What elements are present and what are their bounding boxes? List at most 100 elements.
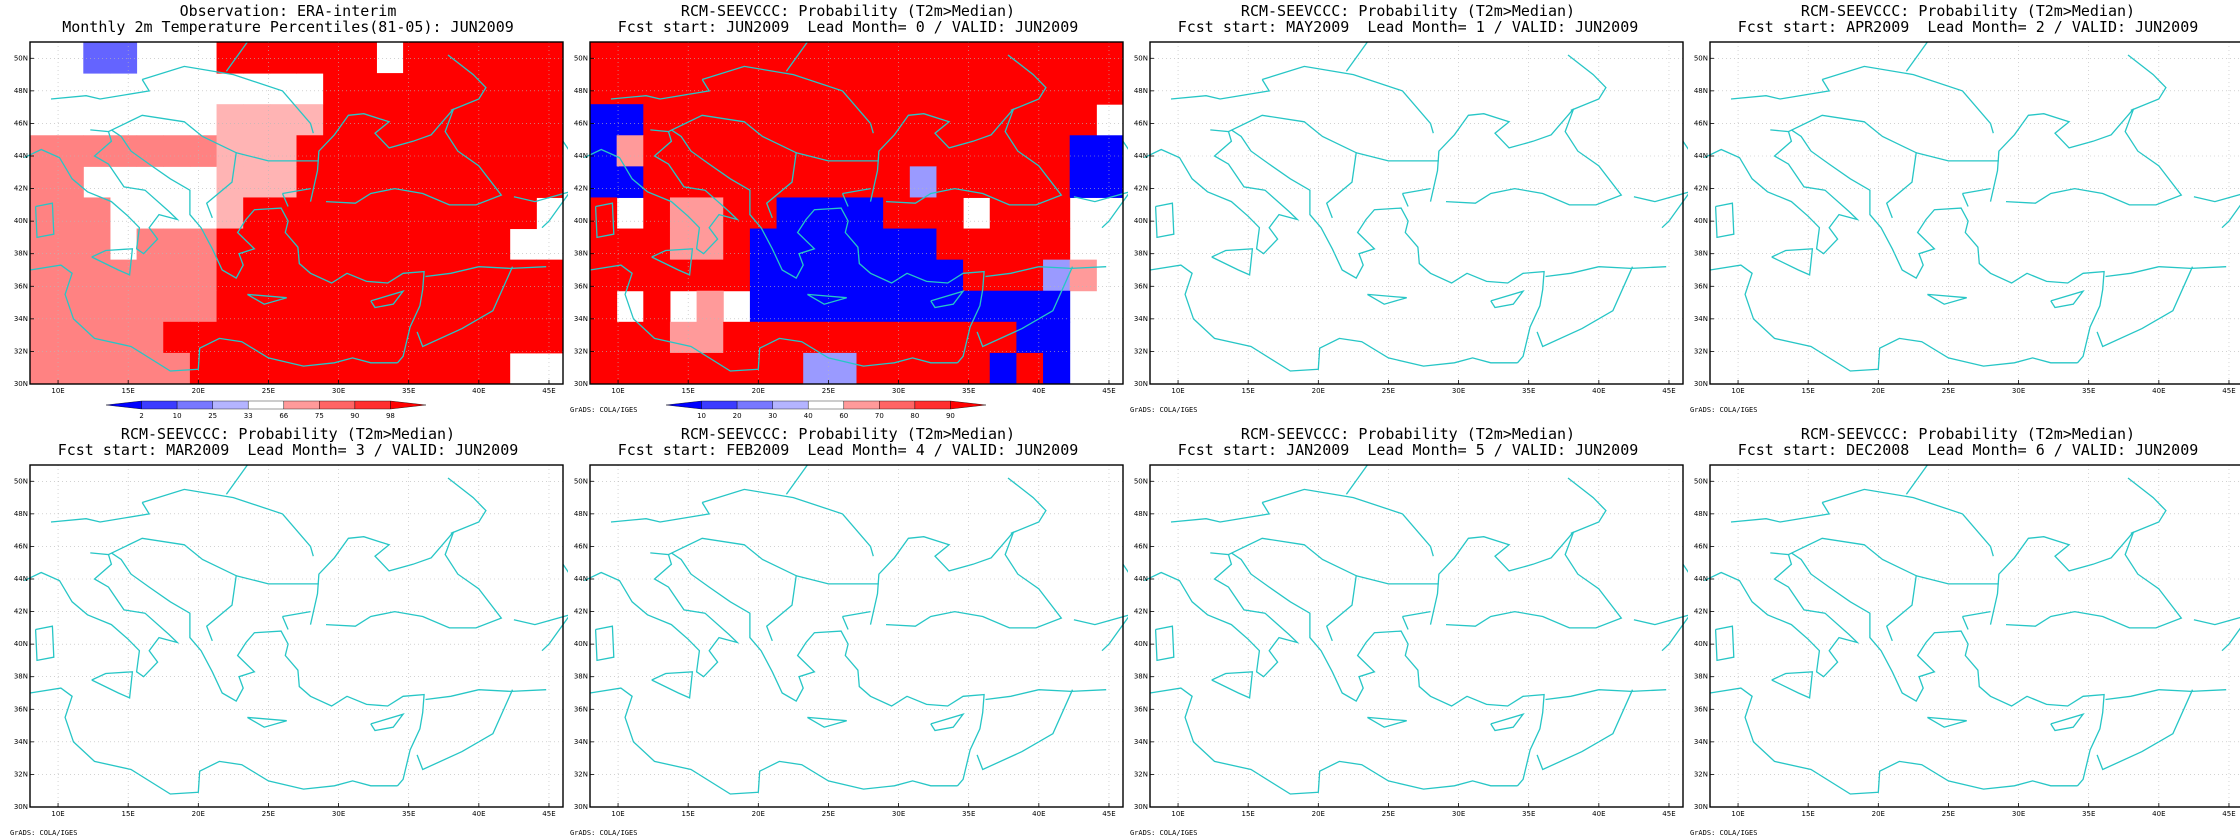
map-panel-lead3: RCM-SEEVCCC: Probability (T2m>Median) Fcs… bbox=[8, 423, 568, 840]
shaded-grid-cell bbox=[376, 352, 404, 385]
shaded-grid-cell bbox=[83, 197, 111, 230]
shaded-grid-cell bbox=[776, 259, 804, 292]
shaded-grid-cell bbox=[616, 166, 644, 198]
lat-tick-label: 34N bbox=[1134, 738, 1148, 746]
coastline bbox=[1144, 552, 1300, 678]
colorbar-segment bbox=[950, 400, 987, 410]
coastline bbox=[1905, 464, 1928, 495]
coastline bbox=[1545, 689, 1667, 701]
shaded-grid-cell bbox=[696, 135, 724, 167]
shaded-grid-cell bbox=[216, 352, 244, 385]
shaded-grid-cell bbox=[776, 197, 804, 230]
shaded-grid-cell bbox=[909, 197, 937, 230]
coastline bbox=[842, 187, 871, 195]
colorbar: 2 10 25 33 66 75 90 98 bbox=[105, 400, 427, 420]
coastline bbox=[111, 552, 425, 787]
lat-tick-label: 38N bbox=[574, 250, 588, 258]
colorbar-label: 98 bbox=[386, 412, 395, 420]
shaded-grid-cell bbox=[216, 42, 244, 74]
shaded-grid-cell bbox=[349, 197, 377, 230]
shaded-grid-cell bbox=[643, 42, 671, 74]
colorbar-segment bbox=[319, 400, 356, 410]
coastline bbox=[281, 616, 289, 630]
panel-title-line2: Fcst start: DEC2008 Lead Month= 6 / VALI… bbox=[1737, 441, 2199, 459]
shaded-grid-cell bbox=[1043, 42, 1071, 74]
colorbar-label: 30 bbox=[768, 412, 777, 420]
lat-tick-label: 30N bbox=[14, 380, 28, 388]
shaded-grid-cell bbox=[376, 135, 404, 167]
lat-tick-label: 38N bbox=[14, 673, 28, 681]
shaded-grid-cell bbox=[1043, 228, 1071, 261]
grads-credit: GrADS: COLA/IGES bbox=[570, 406, 638, 414]
map-canvas: 30N 32N 34N 36N 38N 40N 42N 44N 46N 48N 50N 10E 15E 2… bbox=[1134, 464, 1688, 818]
coastline bbox=[1791, 129, 2105, 364]
lat-tick-label: 50N bbox=[1694, 477, 1708, 485]
lat-tick-label: 50N bbox=[14, 54, 28, 62]
lon-tick-label: 45E bbox=[1662, 810, 1675, 818]
coastline bbox=[108, 114, 237, 219]
lon-tick-label: 20E bbox=[1312, 387, 1325, 395]
coastline bbox=[34, 202, 55, 239]
lat-tick-label: 30N bbox=[14, 803, 28, 811]
coastline bbox=[513, 191, 568, 229]
shaded-grid-cell bbox=[1069, 73, 1097, 105]
lat-tick-label: 46N bbox=[14, 119, 28, 127]
panel-title-line2: Fcst start: JAN2009 Lead Month= 5 / VALI… bbox=[1177, 441, 1639, 459]
shaded-grid-cell bbox=[829, 42, 857, 74]
map-frame bbox=[29, 41, 564, 385]
shaded-grid-cell bbox=[829, 104, 857, 136]
shaded-grid-cell bbox=[776, 42, 804, 74]
map-canvas: 30N 32N 34N 36N 38N 40N 42N 44N 46N 48N 50N 10E 15E 2… bbox=[1694, 41, 2240, 395]
coastline bbox=[1356, 575, 1439, 585]
coastline bbox=[1007, 477, 1047, 535]
map-frame bbox=[29, 464, 564, 808]
coastline bbox=[1905, 41, 1928, 72]
shaded-grid-cell bbox=[403, 42, 431, 74]
lon-tick-label: 20E bbox=[192, 810, 205, 818]
lon-tick-label: 20E bbox=[752, 810, 765, 818]
coastline bbox=[976, 689, 1074, 771]
shaded-grid-cell bbox=[1016, 228, 1044, 261]
coastline bbox=[416, 689, 514, 771]
lon-tick-label: 15E bbox=[122, 810, 135, 818]
shaded-grid-cell bbox=[243, 104, 271, 136]
shaded-grid-cell bbox=[936, 228, 964, 261]
shaded-grid-cell bbox=[56, 135, 84, 167]
coastline bbox=[1490, 713, 1525, 732]
shaded-grid-cell bbox=[56, 290, 84, 323]
shaded-grid-cell bbox=[456, 352, 484, 385]
shaded-grid-cell bbox=[590, 321, 618, 354]
map-canvas: 30N 32N 34N 36N 38N 40N 42N 44N 46N 48N 50N 10E 15E 2… bbox=[574, 464, 1128, 818]
coastline bbox=[50, 79, 151, 100]
map-canvas: 30N 32N 34N 36N 38N 40N 42N 44N 46N 48N 50N 10E 15E 2… bbox=[14, 464, 568, 818]
coastline bbox=[1149, 264, 1518, 372]
shaded-grid-cell bbox=[403, 166, 431, 198]
shaded-grid-cell bbox=[243, 352, 271, 385]
coastline bbox=[702, 65, 874, 134]
lat-tick-label: 36N bbox=[14, 282, 28, 290]
shaded-grid-cell bbox=[83, 352, 111, 385]
coastline bbox=[1704, 552, 1860, 678]
lon-tick-label: 40E bbox=[1592, 810, 1605, 818]
coastline bbox=[236, 575, 319, 585]
panel-title-line1: Observation: ERA-interim bbox=[179, 2, 397, 20]
shaded-grid-cell bbox=[803, 259, 831, 292]
lat-tick-label: 42N bbox=[574, 608, 588, 616]
shaded-grid-cell bbox=[909, 259, 937, 292]
lat-tick-label: 40N bbox=[1694, 640, 1708, 648]
lat-tick-label: 42N bbox=[14, 185, 28, 193]
coastline bbox=[651, 671, 694, 699]
shaded-grid-cell bbox=[669, 42, 698, 74]
shaded-grid-cell bbox=[989, 166, 1017, 198]
shaded-grid-cell bbox=[136, 259, 164, 292]
shaded-grid-cell bbox=[189, 290, 218, 323]
shaded-grid-cell bbox=[643, 321, 671, 354]
shaded-grid-cell bbox=[1016, 42, 1044, 74]
shaded-grid-cell bbox=[1096, 73, 1124, 105]
lat-tick-label: 42N bbox=[1134, 608, 1148, 616]
map-frame bbox=[1709, 41, 2240, 385]
lat-tick-label: 36N bbox=[574, 282, 588, 290]
shaded-grid-cell bbox=[109, 321, 138, 354]
shaded-grid-cell bbox=[723, 197, 751, 230]
shaded-grid-cell bbox=[963, 352, 991, 385]
